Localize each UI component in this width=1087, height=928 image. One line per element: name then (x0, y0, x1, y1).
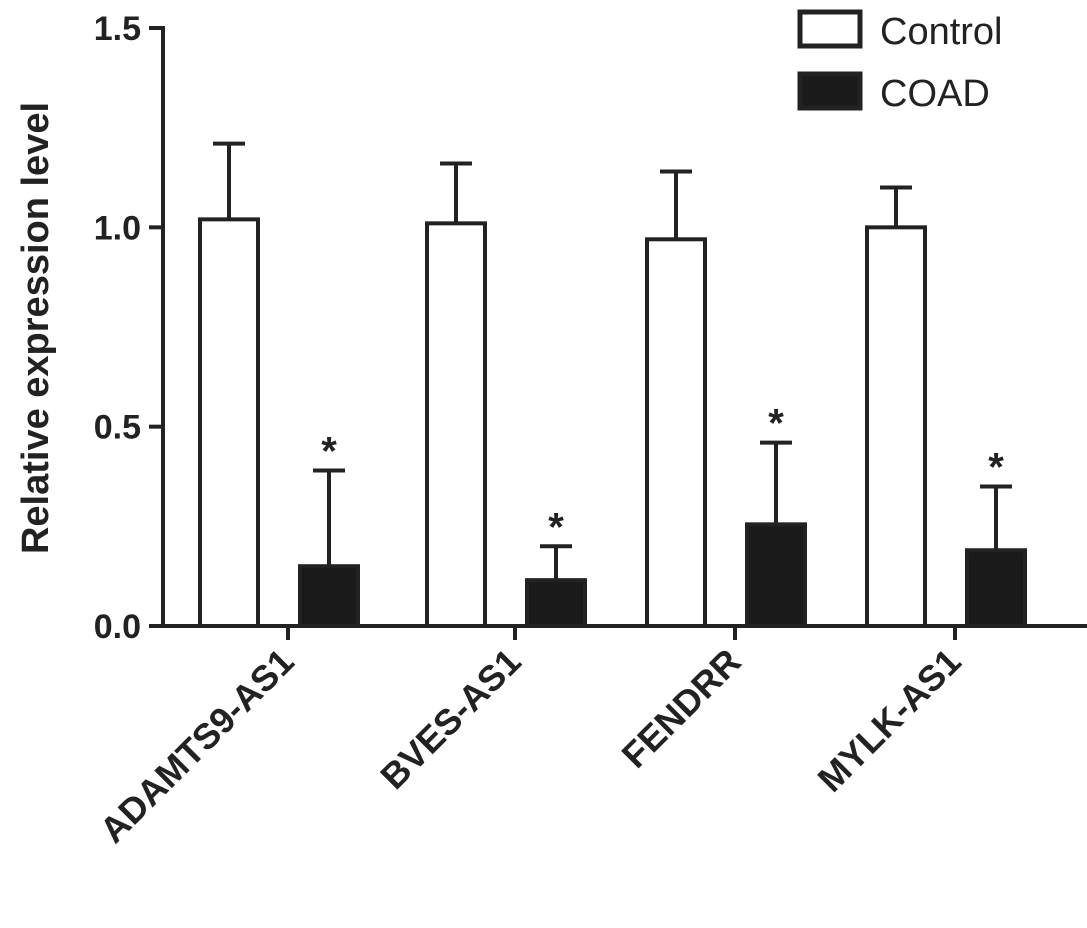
bar-control (645, 237, 707, 628)
legend-swatch-coad (797, 71, 863, 111)
significance-marker: * (548, 505, 564, 549)
legend-label-coad: COAD (880, 73, 990, 115)
y-tick-label: 1.5 (94, 10, 141, 48)
bars: * * * * (198, 141, 1027, 629)
bar-coad (298, 564, 360, 629)
legend-label-control: Control (880, 11, 1003, 53)
y-tick-label: 0.5 (94, 409, 141, 447)
significance-marker: * (768, 402, 784, 446)
y-axis: 0.0 0.5 1.0 1.5 (94, 10, 165, 646)
legend: Control COAD (797, 9, 1003, 115)
y-tick-label: 0.0 (94, 608, 141, 646)
x-tick-label: BVES-AS1 (372, 641, 528, 797)
significance-marker: * (988, 445, 1004, 489)
bar-coad (525, 578, 587, 628)
x-tick-label: ADAMTS9-AS1 (92, 641, 302, 851)
bar-control (865, 225, 927, 628)
bar-control (425, 221, 487, 628)
x-tick-label: MYLK-AS1 (810, 641, 969, 800)
bar-coad (745, 522, 807, 629)
bar-coad (965, 548, 1027, 629)
y-axis-label: Relative expression level (15, 102, 57, 554)
x-tick-label: FENDRR (614, 641, 749, 776)
legend-swatch-control (797, 9, 863, 49)
bar-control (198, 217, 260, 629)
y-tick-label: 1.0 (94, 209, 141, 247)
x-axis: ADAMTS9-AS1 BVES-AS1 FENDRR MYLK-AS1 (92, 624, 1087, 851)
significance-marker: * (321, 430, 337, 474)
